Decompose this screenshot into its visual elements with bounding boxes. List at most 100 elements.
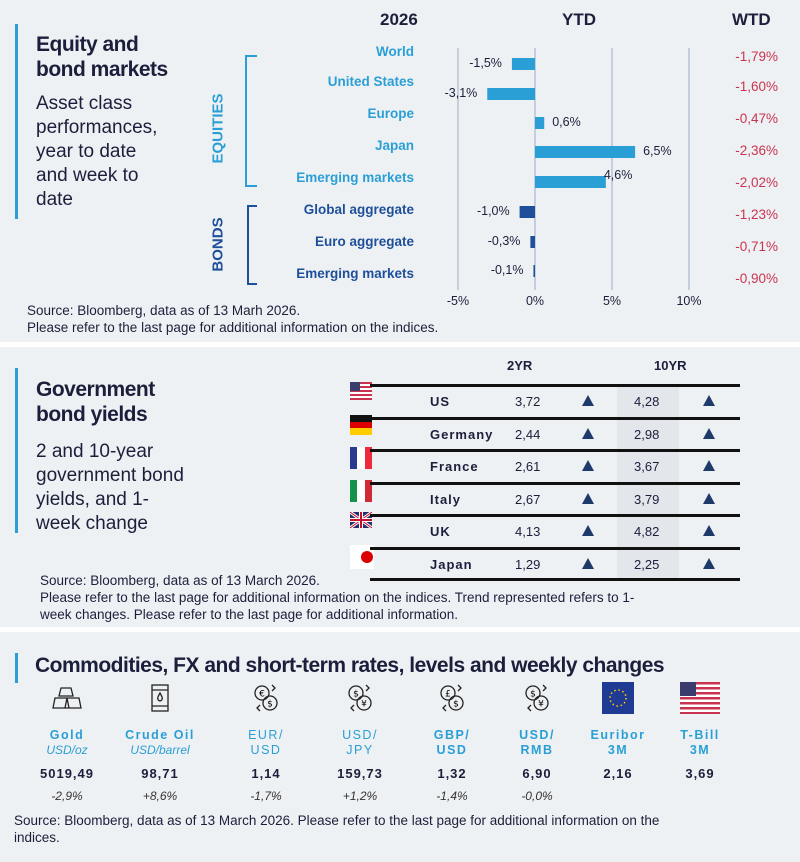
germany-flag [350,414,372,440]
gold-bars-icon [22,682,112,714]
wtd-value: -1,79% [735,49,778,64]
table-row: US 3,72 4,28 [370,384,740,417]
trend-up-icon [582,492,594,504]
wtd-value: -0,71% [735,239,778,254]
yield-10yr: 3,79 [634,491,660,507]
trend-up-icon [703,492,715,504]
equity-subtitle: Asset class performances, year to date a… [36,92,157,212]
item-unit: USD/barrel [130,743,190,757]
x-tick-label: 0% [525,294,545,308]
bonds-source: Source: Bloomberg, data as of 13 March 2… [40,572,634,623]
label-line: RMB [520,743,554,757]
source-line: Please refer to the last page for additi… [27,320,439,335]
title-line: Equity and [36,33,139,56]
svg-text:£: £ [445,690,451,700]
eu-flag [573,682,663,714]
subtitle-line: Asset class [36,93,133,114]
item-change: +1,2% [342,789,378,803]
category-label: World [376,44,414,59]
value-label: -1,0% [476,204,510,218]
svg-text:$: $ [453,700,459,710]
wtd-value: -2,02% [735,175,778,190]
subtitle-line: 2 and 10-year [36,441,154,462]
source-line: indices. [14,830,60,845]
pound-dollar-exchange-icon: £ $ [407,682,497,714]
source-line: week changes. Please refer to the last p… [40,607,458,622]
x-tick-label: 10% [676,294,702,308]
label-line: USD [436,743,468,757]
france-flag [350,447,372,474]
label-line: GBP/ [433,728,471,742]
country-name: Italy [430,491,462,507]
section-accent [15,653,18,683]
commodity-item: Euribor 3M 2,16 [573,682,663,802]
commodity-item: T-Bill 3M 3,69 [655,682,745,802]
bar [535,176,606,188]
label-line: JPY [346,743,374,757]
trend-up-icon [582,427,594,439]
bonds-bracket [247,205,257,285]
table-row: Germany 2,44 2,98 [370,416,740,450]
yield-10yr: 4,28 [634,394,660,409]
yield-2yr: 3,72 [515,394,541,409]
bar [511,58,535,70]
yield-2yr: 4,13 [515,524,541,539]
svg-text:€: € [259,690,265,700]
yield-2yr: 2,67 [515,491,541,507]
item-value: 2,16 [603,766,633,781]
title-line: bond yields [36,403,148,426]
trend-up-icon [582,525,594,536]
yield-10yr: 4,82 [634,524,660,539]
yield-2yr: 2,61 [515,459,541,474]
us-flag [350,382,372,405]
label-line: Euribor [590,728,646,742]
italy-flag [350,479,372,507]
item-value: 6,90 [522,766,552,781]
ytd-header: YTD [562,10,596,29]
category-label: United States [327,74,414,89]
commodity-item: Gold USD/oz 5019,49 -2,9% [22,682,112,803]
commodity-item: € $ EUR/USD 1,14 -1,7% [221,682,311,803]
bar [530,236,535,248]
country-name: US [430,394,451,409]
item-value: 1,14 [251,766,281,781]
x-tick-label: 5% [602,294,622,308]
dollar-yen-exchange-icon: $ ¥ [315,682,405,714]
trend-up-icon [703,557,715,569]
value-label: -0,3% [487,234,521,248]
value-label: -1,5% [469,56,502,70]
svg-text:¥: ¥ [538,700,544,710]
item-value: 98,71 [141,766,179,781]
us-flag [655,682,745,714]
divider [0,627,800,632]
label-line: USD/ [342,728,378,742]
label-line: 3M [689,743,711,757]
yield-2yr: 1,29 [515,556,541,572]
subtitle-line: date [36,189,73,210]
yield-10yr: 3,67 [634,459,660,474]
equity-title: Equity and bond markets [36,32,168,82]
trend-up-icon [703,460,715,471]
table-row: Japan 1,29 2,25 [370,546,740,580]
item-value: 159,73 [337,766,383,781]
category-label: Emerging markets [296,266,414,281]
trend-up-icon [703,525,715,536]
category-label: Global aggregate [303,202,414,217]
commodity-item: $ ¥ USD/JPY 159,73 +1,2% [315,682,405,803]
source-line: Source: Bloomberg, data as of 13 Marh 20… [27,303,301,318]
yield-2yr: 2,44 [515,426,541,442]
item-label: Gold [49,728,85,742]
table-row: Italy 2,67 3,79 [370,481,740,515]
bar [535,146,636,158]
table-row: France 2,61 3,67 [370,449,740,482]
wtd-value: -0,90% [735,271,778,286]
subtitle-line: and week to [36,165,139,186]
label-line: USD/ [519,728,555,742]
value-label: -0,1% [490,263,524,277]
commodities-title: Commodities, FX and short-term rates, le… [35,654,665,677]
source-line: Source: Bloomberg, data as of 13 March 2… [40,573,320,588]
source-line: Source: Bloomberg, data as of 13 March 2… [14,813,660,828]
trend-up-icon [703,427,715,439]
country-name: France [430,459,479,474]
svg-text:$: $ [267,700,273,710]
